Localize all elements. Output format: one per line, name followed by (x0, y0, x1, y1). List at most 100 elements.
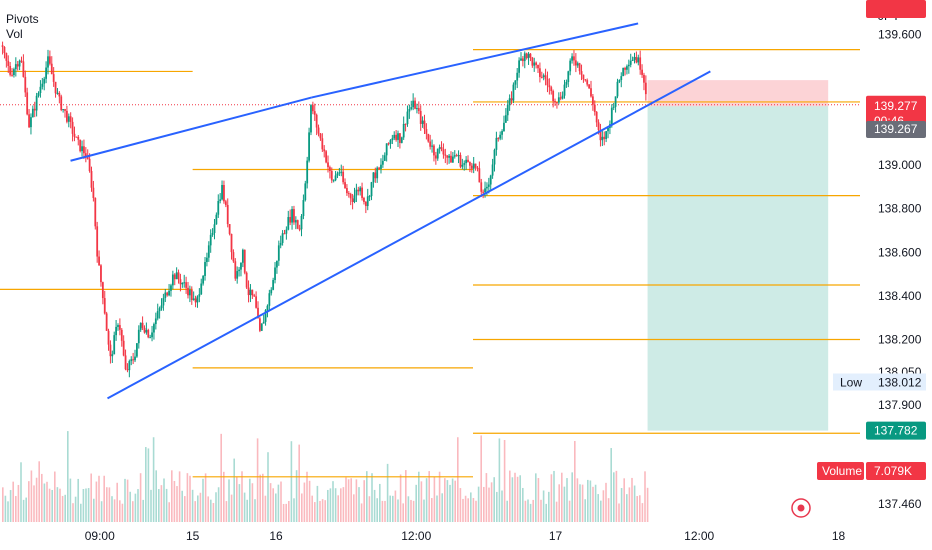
candle-body (179, 279, 182, 285)
short-position-tool[interactable] (647, 80, 829, 431)
candle-body (143, 327, 146, 333)
candle-body (521, 58, 524, 62)
candle-body (200, 283, 203, 295)
volume-bar (545, 503, 547, 522)
volume-bar (329, 488, 332, 522)
candle-body (136, 343, 138, 357)
candle-body (77, 136, 80, 140)
candle-body (139, 322, 142, 330)
volume-bar (360, 503, 363, 522)
candle-body (576, 63, 579, 66)
stop-price-badge: 139.390 (866, 0, 926, 18)
candle-body (296, 220, 299, 229)
volume-bar (584, 499, 586, 522)
candle-body (353, 195, 356, 203)
candle-body (145, 329, 148, 333)
time-axis[interactable]: 09:00 15 16 12:00 17 12:00 18 (85, 529, 846, 543)
candle-body (520, 58, 522, 61)
volume-bar (43, 483, 46, 522)
candle-body (141, 322, 144, 328)
volume-bar (69, 478, 72, 522)
candle-body (164, 292, 167, 299)
trendline-0[interactable] (70, 96, 312, 162)
volume-bar (558, 484, 560, 522)
trendlines[interactable] (70, 22, 711, 400)
candle-body (90, 171, 93, 188)
volume-bar (384, 500, 386, 522)
volume-bar (74, 496, 77, 522)
volume-bar (59, 488, 61, 522)
volume-bar (254, 499, 256, 522)
volume-bar (139, 473, 142, 522)
candle-body (374, 172, 377, 179)
volume-bar (373, 489, 376, 522)
candle-body (351, 198, 354, 203)
candle-body (506, 104, 509, 116)
volume-bar (225, 501, 228, 522)
candle-body (187, 287, 189, 296)
candle-body (313, 111, 316, 115)
candle-body (115, 326, 117, 336)
reward-zone[interactable] (647, 106, 829, 431)
legend-pivots[interactable]: Pivots (6, 12, 39, 26)
candle-body (446, 155, 449, 158)
volume-bar (236, 477, 238, 522)
candle-body (211, 233, 214, 235)
candle-body (253, 295, 256, 297)
trendline-1[interactable] (311, 22, 639, 99)
volume-bar (334, 488, 337, 522)
candle-body (190, 289, 193, 301)
candle-body (404, 123, 407, 125)
volume-bar (610, 448, 612, 522)
candle-body (361, 187, 363, 198)
candle-body (264, 310, 267, 322)
low-badge: Low 138.012 (833, 373, 926, 391)
candle-body (569, 60, 572, 72)
candle-body (92, 187, 95, 198)
candle-body (597, 122, 600, 131)
candle-body (11, 74, 13, 76)
legend-volume[interactable]: Vol (6, 27, 23, 41)
candle-body (226, 204, 229, 225)
candle-body (287, 217, 290, 230)
candle-body (1, 45, 4, 48)
time-label-1: 15 (186, 529, 200, 543)
candle-body (14, 64, 17, 70)
price-tick-2: 138.800 (878, 202, 922, 216)
candle-body (444, 154, 447, 156)
volume-bar (407, 496, 410, 522)
candle-body (124, 355, 127, 370)
volume-bar (165, 488, 168, 522)
candle-body (368, 196, 371, 198)
volume-bar (405, 470, 407, 522)
candle-body (279, 242, 282, 246)
volume-bar (285, 503, 287, 522)
price-tick-8: 137.460 (878, 497, 922, 511)
candle-body (64, 109, 66, 111)
price-axis[interactable]: JPY 139.600139.000138.800138.600138.4001… (878, 9, 922, 511)
volume-bar (15, 496, 17, 522)
candle-body (285, 229, 288, 234)
candle-body (474, 163, 477, 168)
volume-bar (464, 495, 467, 522)
candle-body (215, 214, 218, 225)
volume-bars (2, 431, 649, 522)
volume-bar (303, 482, 306, 522)
candle-body (118, 325, 121, 330)
volume-bar (636, 496, 638, 522)
price-tick-5: 138.200 (878, 333, 922, 347)
candle-body (639, 57, 642, 70)
volume-bar (592, 486, 594, 522)
candle-body (47, 56, 49, 68)
bid-price-badge-text: 139.267 (874, 122, 918, 136)
trendline-2[interactable] (107, 70, 711, 400)
volume-bar (145, 447, 147, 522)
candle-body (209, 234, 212, 246)
candle-body (232, 252, 235, 262)
record-button[interactable] (791, 498, 811, 518)
volume-bar (17, 484, 20, 522)
candle-body (385, 143, 388, 156)
candle-body (96, 226, 99, 257)
volume-bar (451, 478, 454, 522)
